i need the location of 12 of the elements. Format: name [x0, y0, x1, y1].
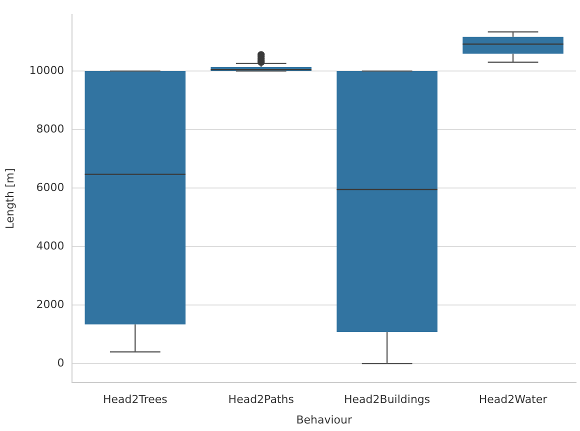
x-tick-label: Head2Trees: [102, 393, 168, 406]
x-tick-label: Head2Paths: [228, 393, 294, 406]
y-tick-label: 2000: [36, 298, 64, 311]
x-tick-label: Head2Water: [478, 393, 548, 406]
y-axis-title: Length [m]: [3, 168, 16, 229]
y-tick-label: 0: [57, 356, 64, 370]
y-tick-label: 6000: [36, 180, 64, 194]
y-tick-label: 4000: [36, 239, 64, 252]
y-tick-label: 10000: [29, 64, 64, 77]
x-tick-label: Head2Buildings: [344, 393, 430, 406]
x-axis-title: Behaviour: [296, 413, 352, 426]
y-tick-label: 8000: [36, 122, 64, 136]
